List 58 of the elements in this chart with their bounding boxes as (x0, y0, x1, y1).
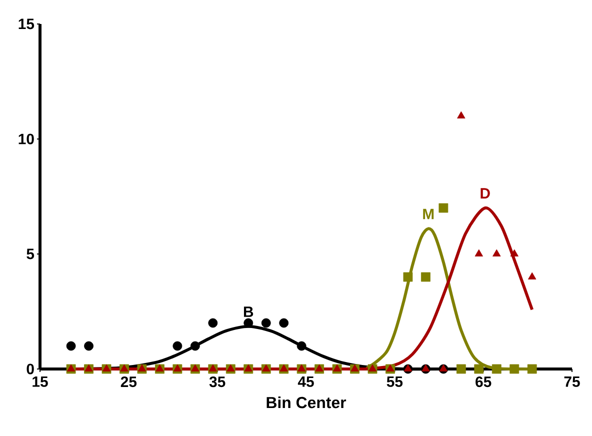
x-tick-label: 75 (564, 376, 580, 387)
point (438, 203, 448, 213)
point (403, 272, 413, 282)
point (332, 364, 342, 372)
y-tick-label: 15 (18, 18, 34, 30)
x-tick-label: 65 (476, 376, 492, 388)
point (421, 272, 430, 282)
point (262, 364, 270, 372)
x-tick-label: 45 (298, 376, 314, 387)
point (350, 364, 359, 372)
point (102, 364, 111, 372)
point (439, 364, 448, 372)
point (528, 272, 536, 280)
point (510, 364, 520, 374)
point (84, 364, 93, 372)
point (474, 364, 484, 374)
point (84, 341, 94, 351)
x-axis-title: Bin Center (266, 396, 346, 408)
point (173, 364, 182, 372)
point (297, 364, 306, 372)
point (368, 364, 377, 372)
annotation: M (423, 208, 434, 220)
point (474, 249, 484, 256)
point (190, 341, 200, 351)
point (66, 341, 76, 351)
point (492, 364, 502, 374)
point (456, 364, 466, 374)
point (527, 364, 537, 374)
point (226, 364, 235, 372)
point (510, 249, 518, 256)
point (208, 364, 218, 372)
point (156, 364, 164, 372)
point (208, 318, 218, 328)
x-tick-label: 35 (209, 376, 226, 388)
y-tick-label: 5 (26, 248, 34, 260)
point (386, 364, 394, 372)
point (315, 364, 324, 372)
point (422, 364, 430, 372)
x-tick-label: 25 (120, 376, 137, 388)
point (244, 318, 254, 328)
point (191, 364, 200, 372)
point (172, 341, 182, 351)
y-tick-label: 10 (18, 134, 34, 144)
annotation: B (244, 306, 254, 317)
point (280, 364, 288, 372)
x-tick-label: 55 (386, 376, 403, 387)
point (261, 318, 271, 328)
point (279, 318, 289, 328)
y-tick-label: 0 (26, 364, 34, 374)
point (138, 364, 146, 372)
point (244, 364, 252, 372)
point (404, 364, 412, 372)
annotation: D (480, 188, 490, 198)
point (120, 364, 128, 372)
point (492, 249, 501, 256)
point (457, 111, 466, 118)
point (66, 364, 76, 372)
point (296, 341, 306, 351)
